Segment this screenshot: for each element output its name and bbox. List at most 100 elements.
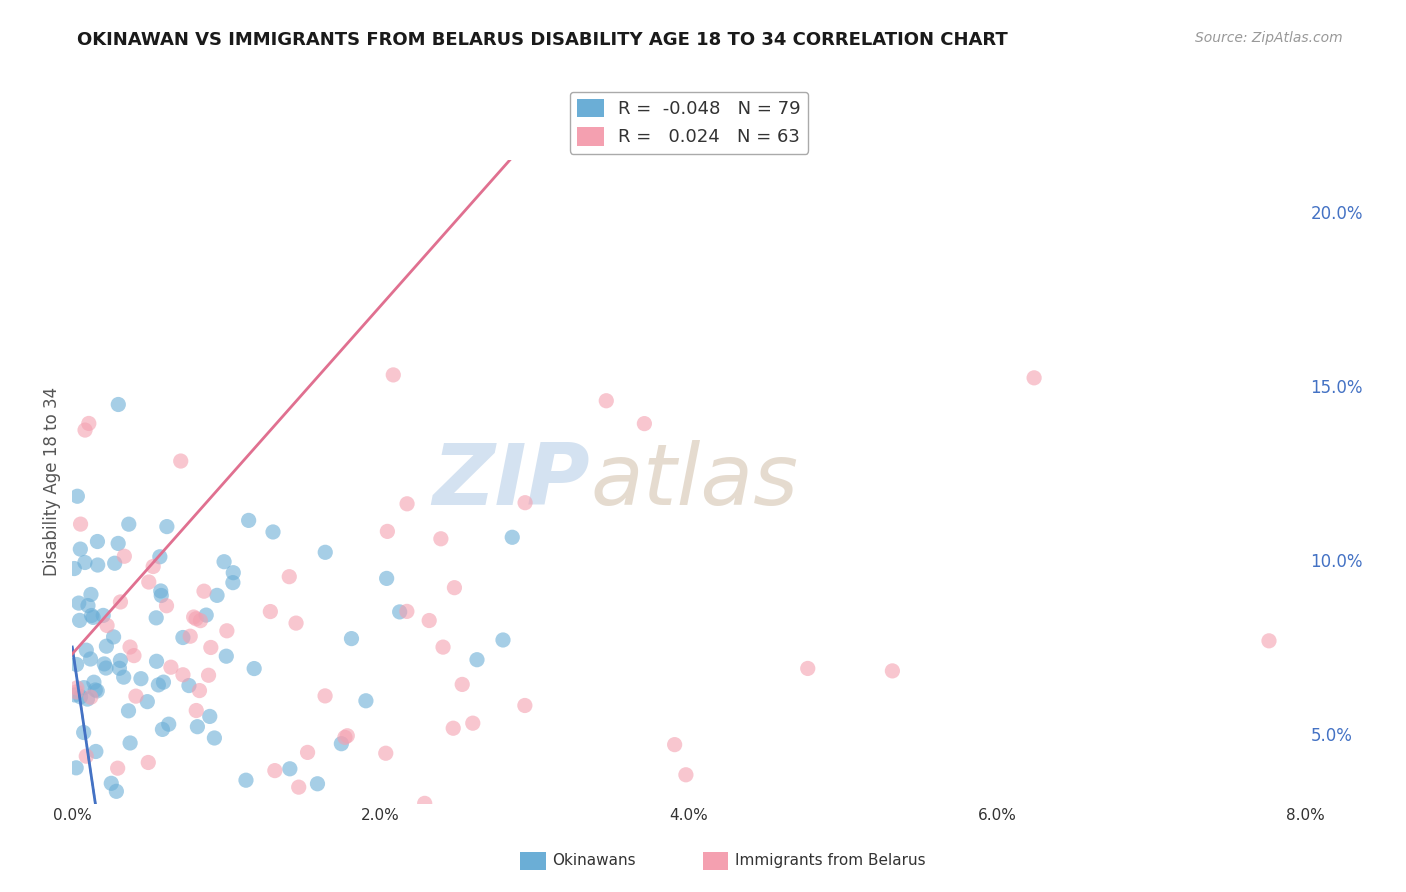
- Point: [184, 612, 207, 626]
- Point: [125, 689, 148, 703]
- Point: [86, 684, 108, 698]
- Point: [80, 690, 103, 705]
- Point: [664, 738, 686, 752]
- Legend: R =  -0.048   N = 79, R =   0.024   N = 63: R = -0.048 N = 79, R = 0.024 N = 63: [569, 92, 808, 153]
- Point: [110, 653, 132, 667]
- Point: [150, 589, 173, 603]
- Point: [797, 661, 820, 675]
- Point: [105, 784, 128, 798]
- Point: [80, 587, 103, 601]
- Point: [65, 657, 87, 672]
- Point: [160, 660, 183, 674]
- Point: [513, 698, 536, 713]
- Point: [118, 640, 141, 654]
- Point: [374, 746, 396, 760]
- Point: [222, 575, 245, 590]
- Point: [108, 661, 131, 675]
- Point: [307, 777, 329, 791]
- Point: [492, 632, 515, 647]
- Point: [96, 618, 118, 632]
- Point: [441, 721, 464, 735]
- Point: [501, 530, 523, 544]
- Point: [76, 692, 98, 706]
- Point: [155, 599, 177, 613]
- Point: [66, 489, 89, 503]
- Point: [430, 532, 453, 546]
- Point: [238, 513, 260, 527]
- Point: [112, 670, 135, 684]
- Point: [117, 704, 139, 718]
- Point: [86, 558, 108, 572]
- Point: [79, 652, 101, 666]
- Point: [278, 762, 301, 776]
- Point: [222, 566, 245, 580]
- Point: [195, 608, 218, 623]
- Point: [145, 654, 167, 668]
- Point: [107, 397, 129, 411]
- Point: [263, 764, 285, 778]
- Point: [103, 630, 125, 644]
- Text: OKINAWAN VS IMMIGRANTS FROM BELARUS DISABILITY AGE 18 TO 34 CORRELATION CHART: OKINAWAN VS IMMIGRANTS FROM BELARUS DISA…: [77, 31, 1008, 49]
- Point: [314, 689, 336, 703]
- Point: [73, 725, 96, 739]
- Point: [136, 695, 159, 709]
- Point: [148, 678, 170, 692]
- Point: [382, 368, 405, 382]
- Point: [73, 556, 96, 570]
- Point: [395, 604, 418, 618]
- Point: [66, 681, 89, 695]
- Point: [198, 709, 221, 723]
- Point: [63, 561, 86, 575]
- Point: [63, 688, 86, 702]
- Point: [375, 571, 398, 585]
- Point: [73, 681, 96, 695]
- Point: [80, 608, 103, 623]
- Point: [193, 584, 215, 599]
- Point: [107, 536, 129, 550]
- Point: [110, 595, 132, 609]
- Point: [83, 675, 105, 690]
- Point: [451, 677, 474, 691]
- Point: [142, 559, 165, 574]
- Point: [157, 717, 180, 731]
- Point: [243, 662, 266, 676]
- Point: [94, 661, 117, 675]
- Point: [156, 519, 179, 533]
- Point: [112, 549, 135, 564]
- Point: [104, 556, 127, 570]
- Point: [443, 581, 465, 595]
- Point: [377, 524, 399, 539]
- Point: [65, 761, 87, 775]
- Point: [188, 683, 211, 698]
- Point: [465, 653, 488, 667]
- Y-axis label: Disability Age 18 to 34: Disability Age 18 to 34: [44, 387, 60, 576]
- Point: [432, 640, 454, 654]
- Point: [1022, 371, 1045, 385]
- Point: [314, 545, 336, 559]
- Point: [84, 683, 107, 698]
- Point: [330, 737, 353, 751]
- Point: [413, 797, 436, 811]
- Point: [152, 675, 174, 690]
- Point: [69, 542, 91, 557]
- Point: [212, 555, 235, 569]
- Point: [595, 393, 617, 408]
- Point: [183, 610, 205, 624]
- Point: [418, 614, 440, 628]
- Point: [262, 524, 284, 539]
- Point: [136, 756, 159, 770]
- Point: [333, 731, 356, 745]
- Text: ZIP: ZIP: [433, 440, 591, 524]
- Point: [172, 667, 194, 681]
- Point: [73, 423, 96, 437]
- Point: [297, 746, 319, 760]
- Point: [461, 716, 484, 731]
- Point: [107, 761, 129, 775]
- Point: [65, 685, 87, 699]
- Point: [197, 668, 219, 682]
- Point: [388, 605, 411, 619]
- Point: [172, 631, 194, 645]
- Point: [205, 588, 228, 602]
- Point: [100, 776, 122, 790]
- Point: [77, 417, 100, 431]
